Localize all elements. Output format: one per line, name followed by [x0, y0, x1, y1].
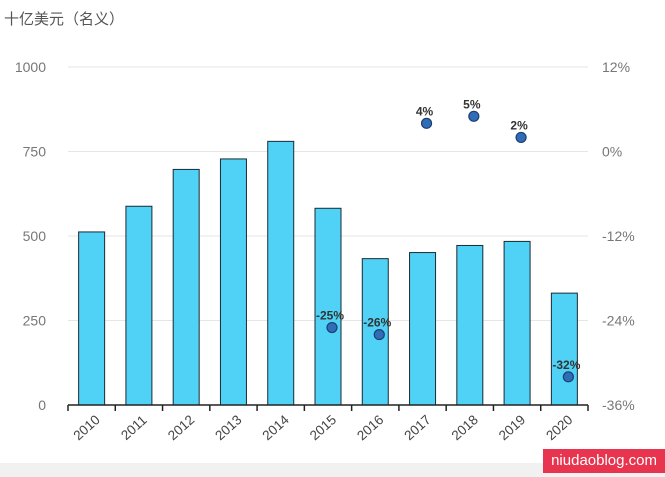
data-point — [420, 117, 433, 129]
left-axis-tick-label: 1000 — [15, 59, 46, 75]
data-point — [326, 321, 338, 334]
bar — [503, 240, 531, 406]
bar — [267, 140, 295, 406]
data-label: -25% — [316, 309, 344, 323]
left-axis-tick-label: 0 — [38, 397, 46, 413]
x-axis-tick-label: 2017 — [401, 412, 433, 443]
bar — [456, 244, 484, 406]
x-axis-tick-label: 2018 — [449, 412, 481, 443]
left-axis-tick-label: 500 — [23, 228, 47, 244]
data-label: 2% — [510, 118, 528, 132]
bar — [314, 207, 342, 406]
x-axis-tick-label: 2010 — [70, 412, 102, 443]
left-axis-tick-label: 250 — [23, 313, 47, 329]
bottom-band — [0, 463, 665, 477]
bars — [78, 140, 578, 406]
x-axis-tick-label: 2015 — [307, 412, 339, 443]
bar — [219, 158, 247, 406]
data-point — [373, 328, 385, 341]
left-axis-tick-label: 750 — [23, 144, 47, 160]
bar — [172, 168, 200, 406]
x-axis-tick-label: 2014 — [260, 412, 293, 444]
bar — [409, 252, 437, 406]
right-axis-tick-label: 12% — [602, 59, 630, 75]
right-axis-tick-label: -36% — [602, 397, 635, 413]
right-axis-tick-label: -12% — [602, 228, 635, 244]
x-axis-tick-label: 2016 — [354, 412, 386, 443]
data-label: 4% — [416, 104, 434, 118]
x-axis-tick-label: 2013 — [212, 412, 244, 443]
data-point — [468, 110, 480, 122]
bar — [125, 205, 153, 406]
data-label: -26% — [363, 316, 391, 330]
data-label: 5% — [463, 97, 481, 111]
x-axis-tick-label: 2011 — [118, 412, 150, 443]
data-point — [515, 131, 527, 144]
right-axis-tick-label: 0% — [602, 144, 622, 160]
x-axis-tick-label: 2012 — [165, 412, 197, 443]
x-axis-tick-label: 2020 — [543, 412, 575, 443]
y-axis-unit-label: 十亿美元（名义） — [4, 10, 125, 28]
bar — [78, 231, 106, 406]
data-point — [562, 371, 574, 383]
x-axis — [67, 404, 589, 411]
percent-change-points: -25% -26% 4% 5% 2% -32% — [316, 97, 581, 383]
right-axis-tick-label: -24% — [602, 313, 635, 329]
x-axis-tick-label: 2019 — [496, 412, 528, 443]
bar — [550, 292, 578, 406]
watermark: niudaoblog.com — [543, 449, 665, 473]
data-label: -32% — [552, 358, 580, 372]
